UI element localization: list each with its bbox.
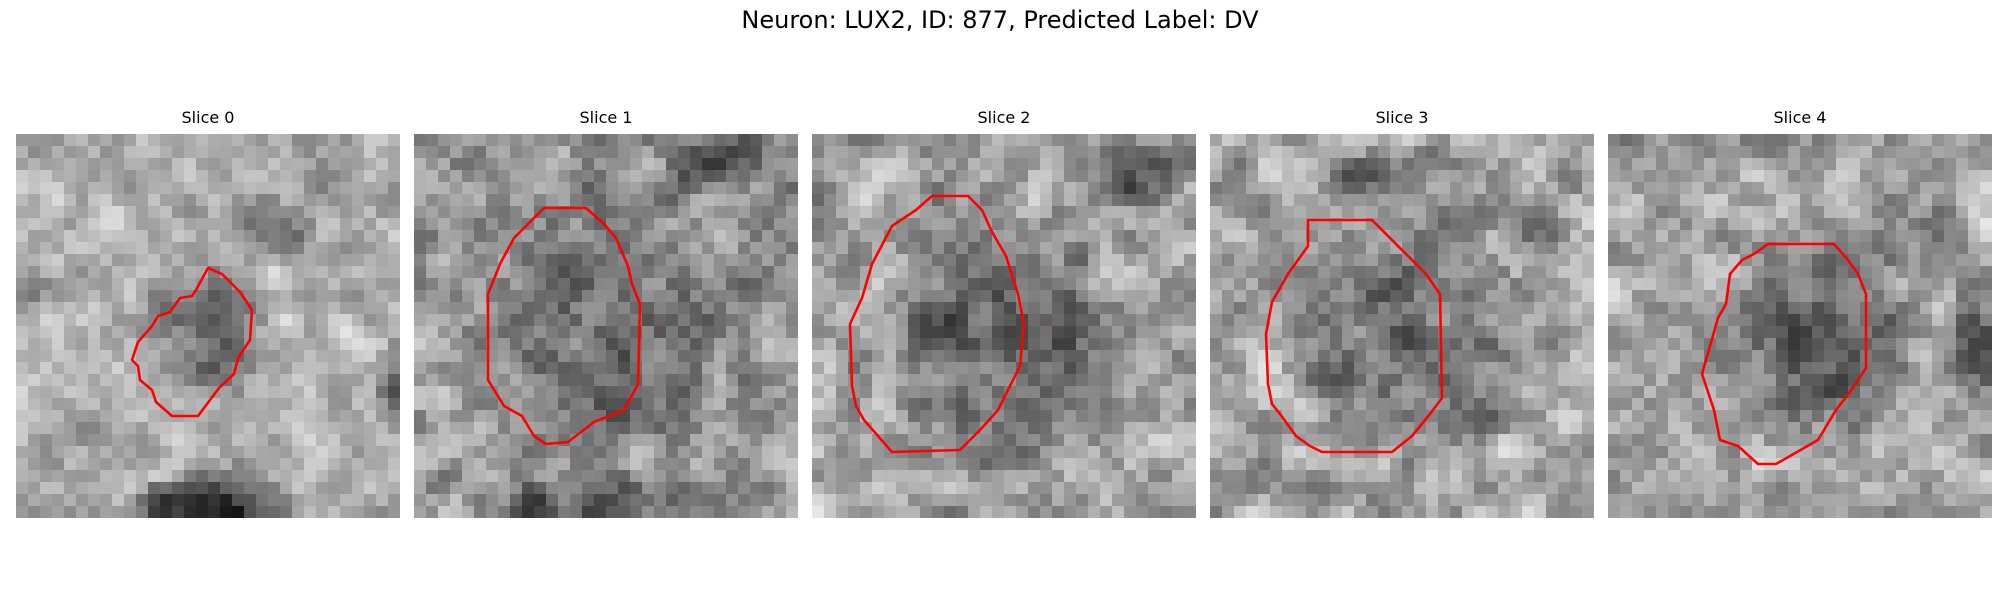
segmentation-contour [1264, 218, 1444, 454]
pixel-grid [16, 134, 400, 518]
slice-panel-4: Slice 4 [1608, 108, 1992, 518]
slice-panel-1: Slice 1 [414, 108, 798, 518]
slice-image-3 [1210, 134, 1594, 518]
slice-title-0: Slice 0 [181, 108, 235, 127]
segmentation-contour [130, 266, 254, 418]
slice-panel-0: Slice 0 [16, 108, 400, 518]
slice-image-0 [16, 134, 400, 518]
figure-title: Neuron: LUX2, ID: 877, Predicted Label: … [741, 6, 1259, 34]
pixel-grid [1608, 134, 1992, 518]
slice-title-1: Slice 1 [579, 108, 633, 127]
pixel-grid [1210, 134, 1594, 518]
segmentation-contour [1700, 242, 1868, 466]
pixel-grid [414, 134, 798, 518]
slice-title-3: Slice 3 [1375, 108, 1429, 127]
segmentation-contour [848, 194, 1026, 454]
slice-title-2: Slice 2 [977, 108, 1031, 127]
slice-panel-2: Slice 2 [812, 108, 1196, 518]
slice-image-1 [414, 134, 798, 518]
slice-image-2 [812, 134, 1196, 518]
segmentation-contour [486, 206, 642, 446]
slice-image-4 [1608, 134, 1992, 518]
slice-panel-3: Slice 3 [1210, 108, 1594, 518]
slice-title-4: Slice 4 [1773, 108, 1827, 127]
pixel-grid [812, 134, 1196, 518]
